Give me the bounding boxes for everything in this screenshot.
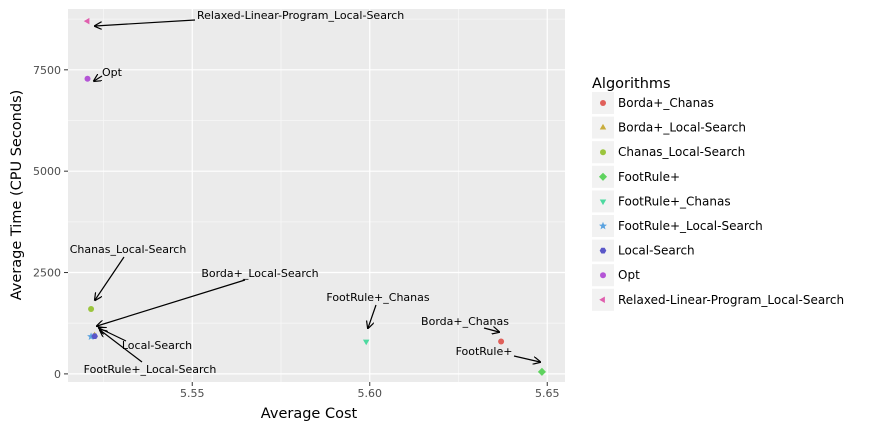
- annotation-arrow: [483, 328, 499, 332]
- point-local-search: [91, 333, 98, 340]
- legend-marker: [599, 221, 607, 230]
- legend-marker: [600, 272, 606, 279]
- point-label: Opt: [102, 66, 123, 79]
- point-label: Chanas_Local-Search: [70, 243, 187, 256]
- legend-label: Relaxed-Linear-Program_Local-Search: [618, 293, 844, 307]
- annotation-arrow: [95, 19, 196, 26]
- annotation-arrow: [513, 355, 540, 362]
- point-label: Borda+_Chanas: [421, 315, 509, 328]
- point-labels: Borda+_Chanas Borda+_Local-Search Chanas_L…: [70, 9, 513, 376]
- point-label: Local-Search: [122, 339, 192, 352]
- annotation-arrow: [94, 76, 103, 81]
- legend-marker: [599, 199, 607, 206]
- legend-marker: [599, 123, 607, 130]
- point-label: Relaxed-Linear-Program_Local-Search: [197, 9, 404, 22]
- annotation-arrow: [97, 279, 246, 326]
- y-axis: 0 2500 5000 7500: [33, 64, 68, 381]
- legend-label: FootRule+: [618, 170, 680, 184]
- y-tick-label: 2500: [33, 267, 61, 280]
- legend-label: Chanas_Local-Search: [618, 145, 745, 159]
- grid-minor: [68, 9, 565, 382]
- panel-background: [68, 9, 565, 382]
- x-axis-label: Average Cost: [261, 406, 358, 422]
- point-footrule-: [537, 367, 546, 376]
- y-tick-label: 0: [54, 368, 61, 381]
- legend-label: FootRule+_Local-Search: [618, 219, 763, 233]
- legend-marker: [600, 149, 606, 156]
- legend-marker: [598, 172, 608, 181]
- y-tick-label: 5000: [33, 165, 61, 178]
- x-tick-label: 5.60: [358, 387, 383, 400]
- x-tick-label: 5.65: [535, 387, 560, 400]
- point-chanas-local-search: [88, 306, 95, 313]
- data-points: [83, 17, 546, 376]
- legend-label: Borda+_Local-Search: [618, 121, 746, 135]
- point-footrule-local-search: [87, 332, 96, 340]
- point-borda-chanas: [498, 338, 505, 345]
- point-relaxed-linear-program-local-search: [83, 17, 90, 25]
- x-tick-label: 5.55: [180, 387, 205, 400]
- legend-title: Algorithms: [592, 76, 671, 92]
- annotation-arrows: [94, 19, 540, 363]
- point-label: Borda+_Local-Search: [201, 267, 318, 280]
- annotation-arrow: [99, 328, 127, 342]
- annotation-arrow: [368, 304, 377, 328]
- grid-major: [68, 9, 565, 382]
- point-label: FootRule+: [456, 345, 513, 358]
- x-axis: 5.55 5.60 5.65: [180, 382, 560, 400]
- legend-marker: [599, 296, 605, 304]
- point-label: FootRule+_Local-Search: [84, 363, 217, 376]
- point-label: FootRule+_Chanas: [326, 291, 429, 304]
- annotation-arrow: [100, 330, 143, 363]
- legend-label: FootRule+_Chanas: [618, 194, 731, 208]
- y-tick-label: 7500: [33, 64, 61, 77]
- legend-label: Opt: [618, 268, 640, 282]
- legend-label: Borda+_Chanas: [618, 96, 714, 110]
- point-opt: [84, 75, 91, 82]
- legend-label: Local-Search: [618, 244, 695, 258]
- y-axis-label: Average Time (CPU Seconds): [9, 90, 25, 301]
- legend: Algorithms Borda+_Chanas Borda+_Local-Sea…: [592, 76, 844, 311]
- annotation-arrow: [95, 256, 125, 300]
- point-footrule-chanas: [362, 339, 370, 346]
- legend-marker: [599, 247, 607, 254]
- legend-marker: [600, 100, 606, 106]
